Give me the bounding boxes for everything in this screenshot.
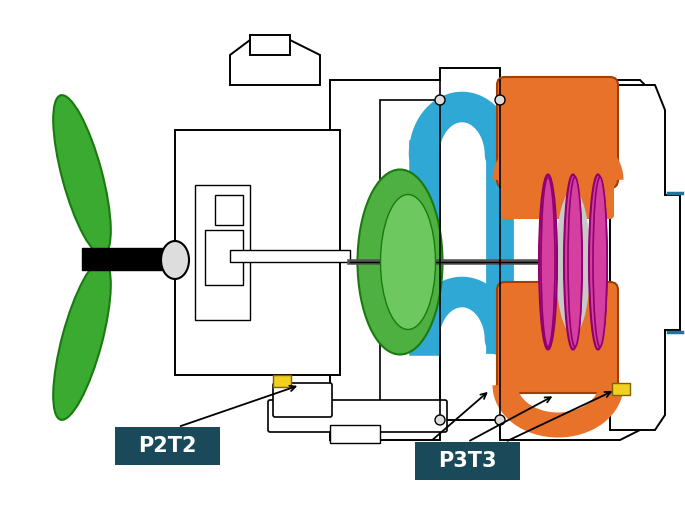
Ellipse shape xyxy=(358,169,443,355)
FancyBboxPatch shape xyxy=(115,427,220,465)
Ellipse shape xyxy=(541,177,555,347)
Polygon shape xyxy=(380,100,440,415)
Bar xyxy=(230,250,350,262)
Ellipse shape xyxy=(564,174,582,350)
FancyBboxPatch shape xyxy=(501,328,614,374)
FancyBboxPatch shape xyxy=(268,400,447,432)
FancyBboxPatch shape xyxy=(497,77,618,188)
Bar xyxy=(215,195,243,225)
FancyBboxPatch shape xyxy=(175,130,340,375)
Text: P3T3: P3T3 xyxy=(438,451,497,471)
Ellipse shape xyxy=(556,190,590,334)
Circle shape xyxy=(495,415,505,425)
Polygon shape xyxy=(250,35,290,55)
Bar xyxy=(82,248,182,270)
Ellipse shape xyxy=(380,194,436,330)
FancyBboxPatch shape xyxy=(415,442,520,480)
FancyBboxPatch shape xyxy=(497,282,618,393)
Bar xyxy=(273,375,291,387)
Circle shape xyxy=(495,95,505,105)
Text: P2T2: P2T2 xyxy=(138,436,197,456)
Ellipse shape xyxy=(161,241,189,279)
Bar xyxy=(612,383,630,395)
Polygon shape xyxy=(610,85,680,430)
Ellipse shape xyxy=(593,177,607,347)
Ellipse shape xyxy=(568,177,582,347)
FancyBboxPatch shape xyxy=(273,383,332,417)
FancyBboxPatch shape xyxy=(501,173,614,219)
Bar xyxy=(195,185,250,320)
Bar xyxy=(205,230,243,285)
Ellipse shape xyxy=(589,174,607,350)
Circle shape xyxy=(435,415,445,425)
Ellipse shape xyxy=(53,260,111,420)
Ellipse shape xyxy=(539,174,557,350)
Circle shape xyxy=(435,95,445,105)
Polygon shape xyxy=(330,68,660,440)
Ellipse shape xyxy=(53,95,111,255)
Bar xyxy=(330,425,380,443)
Polygon shape xyxy=(230,40,320,85)
